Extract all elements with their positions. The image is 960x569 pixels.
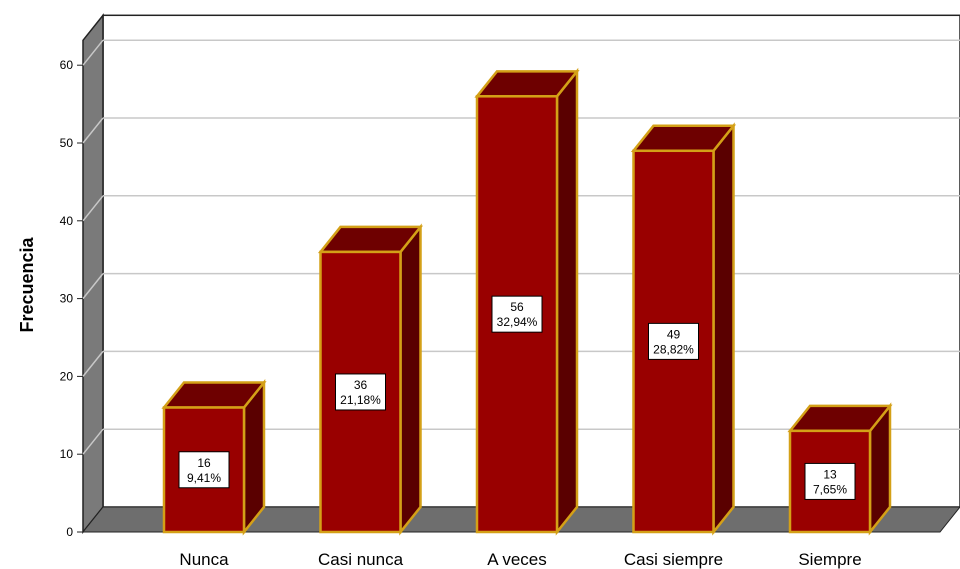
data-label-percent: 28,82% <box>653 342 694 356</box>
y-tick-label: 20 <box>60 369 74 383</box>
data-label-box <box>491 295 543 333</box>
gridline-depth <box>82 350 104 377</box>
data-label-count: 16 <box>197 456 211 470</box>
data-label-count: 13 <box>823 467 837 481</box>
y-tick-label: 40 <box>60 214 74 228</box>
data-label-percent: 21,18% <box>340 393 381 407</box>
data-label-count: 56 <box>510 300 524 314</box>
x-axis: Nunca Casi nunca A veces Casi siempre Siempr… <box>179 550 861 569</box>
x-tick-label: Casi nunca <box>318 550 404 569</box>
y-tick-label: 10 <box>60 447 74 461</box>
bar-side <box>555 67 579 536</box>
data-label-box <box>804 462 856 500</box>
left-wall <box>82 13 104 535</box>
data-label-count: 36 <box>354 378 368 392</box>
gridline-depth <box>82 39 104 66</box>
y-axis-title: Frecuencia <box>17 236 37 332</box>
data-label-box <box>178 451 230 489</box>
x-tick-label: A veces <box>487 550 547 569</box>
bar-side <box>399 223 422 536</box>
data-label-box <box>648 322 699 360</box>
x-tick-label: Casi siempre <box>624 550 723 569</box>
data-label-percent: 9,41% <box>187 471 221 485</box>
y-tick-label: 50 <box>60 136 74 150</box>
bar: 137,65% <box>787 402 893 536</box>
y-axis: 0 10 20 30 40 50 60 <box>60 58 83 539</box>
bar: 169,41% <box>161 378 267 536</box>
y-tick-label: 60 <box>60 58 74 72</box>
x-tick-label: Siempre <box>798 550 861 569</box>
gridline-depth <box>82 195 104 222</box>
data-label-box <box>335 373 386 411</box>
data-label-percent: 7,65% <box>813 482 847 496</box>
gridline-depth <box>82 273 104 300</box>
gridline-depth <box>82 117 104 144</box>
data-label-percent: 32,94% <box>497 315 538 329</box>
x-tick-label: Nunca <box>179 550 229 569</box>
y-tick-label: 0 <box>66 525 73 539</box>
bar-side <box>712 122 735 536</box>
data-label-count: 49 <box>667 327 681 341</box>
gridline-depth <box>82 428 104 455</box>
y-tick-label: 30 <box>60 292 74 306</box>
